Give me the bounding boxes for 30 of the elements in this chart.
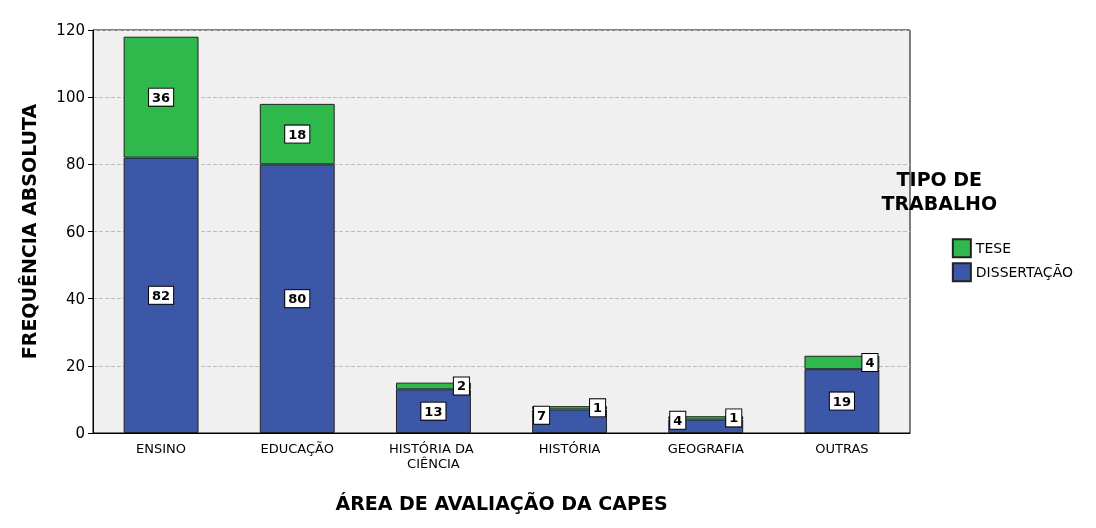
y-tick-label: 120 (56, 21, 85, 39)
y-tick-label: 100 (56, 88, 85, 107)
legend-label: DISSERTAÇÃO (975, 264, 1074, 281)
data-label: 4 (865, 354, 875, 370)
y-tick-label: 0 (75, 424, 85, 442)
y-tick-label: 80 (65, 155, 85, 174)
data-label: 4 (673, 412, 683, 428)
data-label: 7 (537, 407, 547, 423)
x-tick-label: HISTÓRIA DA CIÊNCIA (389, 441, 478, 471)
data-label: 1 (593, 400, 603, 416)
legend-label: TESE (974, 240, 1011, 257)
data-label: 2 (456, 378, 466, 394)
x-tick-label: OUTRAS (815, 441, 869, 456)
y-tick-label: 20 (65, 356, 85, 375)
data-label: 19 (832, 393, 851, 409)
y-tick-label: 40 (65, 289, 85, 308)
y-tick-label: 60 (65, 222, 85, 241)
data-label: 1 (729, 410, 739, 426)
data-label: 80 (288, 291, 307, 307)
x-axis-title: ÁREA DE AVALIAÇÃO DA CAPES (335, 490, 668, 514)
legend-title: TIPO DE TRABALHO (881, 167, 998, 214)
data-label: 18 (288, 126, 307, 142)
x-tick-label: EDUCAÇÃO (260, 441, 334, 456)
y-axis-title: FREQUÊNCIA ABSOLUTA (17, 103, 40, 360)
x-tick-label: GEOGRAFIA (667, 441, 744, 456)
data-label: 82 (152, 287, 171, 303)
data-label: 36 (152, 89, 171, 105)
x-tick-label: ENSINO (136, 441, 187, 456)
x-tick-label: HISTÓRIA (538, 441, 601, 456)
data-label: 13 (424, 403, 443, 419)
